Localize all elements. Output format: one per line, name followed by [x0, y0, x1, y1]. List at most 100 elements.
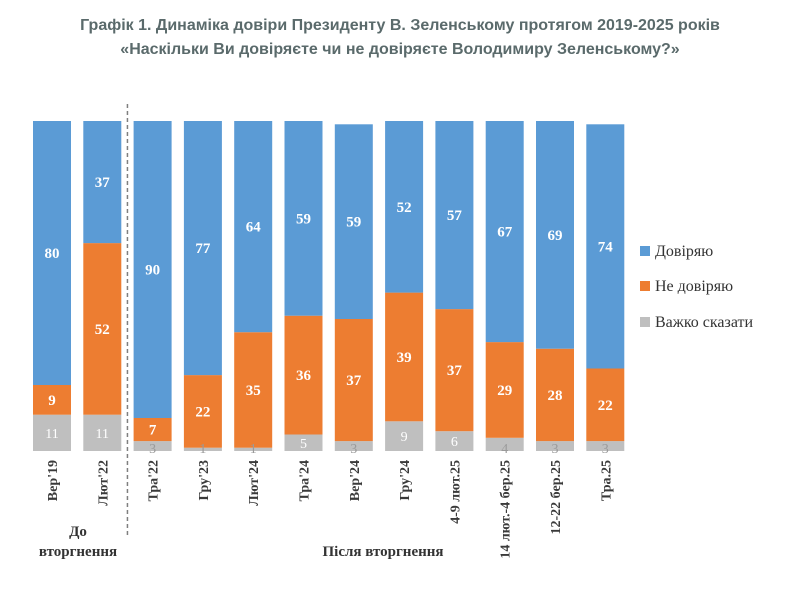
bar-distrust-0: [33, 385, 71, 415]
bar-distrust-9: [485, 342, 524, 438]
bars-layer: [33, 104, 625, 538]
data-label-trust-6: 59: [346, 215, 361, 231]
x-tick-label-3: Гру'23: [197, 460, 212, 501]
x-tick-label-1: Лют'22: [96, 460, 111, 506]
bar-hard-to-say-10: [536, 441, 574, 451]
x-tick-label-10: 12-22 бер.25: [549, 460, 564, 534]
bar-distrust-4: [234, 332, 273, 448]
data-label-trust-4: 64: [246, 220, 262, 236]
x-tick-label-5: Тра'24: [298, 460, 313, 501]
legend-label-trust: Довіряю: [655, 243, 713, 260]
data-label-trust-10: 69: [548, 228, 563, 244]
bar-trust-2: [133, 121, 172, 418]
bar-trust-7: [385, 121, 424, 293]
data-label-distrust-6: 37: [346, 373, 362, 389]
data-label-trust-1: 37: [95, 175, 111, 191]
data-label-trust-11: 74: [598, 239, 614, 255]
bar-distrust-10: [536, 348, 574, 442]
data-label-distrust-7: 39: [397, 350, 412, 366]
chart-title: Графік 1. Динаміка довіри Президенту В. …: [80, 17, 720, 34]
data-label-hard-to-say-10: 3: [552, 442, 559, 457]
group-label-before-line1: До: [69, 524, 87, 540]
data-label-trust-9: 67: [497, 225, 513, 241]
data-label-hard-to-say-9: 4: [501, 442, 508, 457]
bar-hard-to-say-4: [234, 447, 273, 451]
data-label-hard-to-say-6: 3: [350, 442, 357, 457]
bar-hard-to-say-7: [385, 421, 424, 451]
data-label-hard-to-say-7: 9: [401, 430, 408, 445]
bar-distrust-1: [83, 243, 122, 415]
legend-label-hard-to-say: Важко сказати: [655, 314, 754, 331]
bar-trust-4: [234, 121, 273, 333]
legend-label-distrust: Не довіряю: [655, 278, 733, 295]
x-tick-label-0: Вер'19: [46, 460, 61, 501]
x-tick-label-4: Лют'24: [247, 460, 262, 506]
bar-hard-to-say-5: [284, 434, 323, 451]
data-label-distrust-2: 7: [149, 423, 157, 439]
x-tick-label-11: Тра.25: [599, 460, 614, 501]
bar-hard-to-say-6: [334, 441, 373, 451]
legend-swatch-trust: [640, 246, 650, 256]
data-label-distrust-9: 29: [497, 383, 512, 399]
legend-swatch-hard-to-say: [640, 317, 650, 327]
bar-trust-3: [183, 121, 222, 376]
bar-trust-10: [536, 121, 574, 349]
x-tick-label-7: Гру'24: [398, 460, 413, 501]
data-label-hard-to-say-8: 6: [451, 435, 458, 450]
bar-trust-6: [334, 124, 373, 319]
data-label-hard-to-say-11: 3: [602, 442, 609, 457]
data-label-trust-2: 90: [145, 263, 160, 279]
data-label-trust-3: 77: [195, 241, 211, 257]
bar-trust-11: [586, 124, 625, 369]
data-label-distrust-5: 36: [296, 368, 312, 384]
data-label-distrust-8: 37: [447, 363, 463, 379]
bar-trust-9: [485, 121, 524, 343]
bar-hard-to-say-9: [485, 437, 524, 451]
bar-hard-to-say-8: [435, 431, 474, 451]
group-labels: До вторгнення Після вторгнення: [39, 524, 444, 560]
bar-distrust-11: [586, 368, 625, 442]
data-label-distrust-11: 22: [598, 398, 613, 414]
data-label-hard-to-say-1: 11: [96, 427, 109, 442]
group-label-after: Після вторгнення: [322, 544, 443, 560]
data-label-trust-0: 80: [45, 246, 60, 262]
chart-subtitle: «Наскільки Ви довіряєте чи не довіряєте …: [120, 41, 680, 58]
bar-distrust-3: [183, 375, 222, 448]
bar-distrust-5: [284, 315, 323, 435]
bar-hard-to-say-3: [183, 447, 222, 451]
bar-distrust-8: [435, 309, 474, 432]
data-label-distrust-10: 28: [548, 388, 563, 404]
data-label-distrust-3: 22: [195, 404, 210, 420]
bar-distrust-7: [385, 292, 424, 422]
bar-trust-0: [33, 121, 71, 385]
x-tick-label-8: 4-9 лют.25: [448, 460, 463, 524]
bar-hard-to-say-1: [83, 414, 122, 451]
bar-trust-8: [435, 121, 474, 310]
data-label-distrust-0: 9: [48, 393, 56, 409]
bar-hard-to-say-2: [133, 441, 172, 451]
legend: Довіряю Не довіряю Важко сказати: [640, 243, 754, 331]
x-axis-ticks: Вер'19 Лют'22 Тра'22 Гру'23 Лют'24 Тра'24 Вер'…: [46, 460, 614, 559]
x-tick-label-6: Вер'24: [348, 460, 363, 501]
bar-hard-to-say-11: [586, 441, 625, 451]
data-label-hard-to-say-5: 5: [300, 437, 307, 452]
data-label-trust-5: 59: [296, 211, 311, 227]
data-label-hard-to-say-3: 1: [199, 442, 206, 457]
bar-distrust-2: [133, 418, 172, 442]
bar-trust-1: [83, 121, 122, 244]
bar-distrust-6: [334, 319, 373, 442]
data-label-hard-to-say-0: 11: [45, 427, 58, 442]
x-tick-label-2: Тра'22: [147, 460, 162, 501]
x-tick-label-9: 14 лют.-4 бер.25: [499, 460, 514, 559]
bar-hard-to-say-0: [33, 414, 71, 451]
data-label-hard-to-say-2: 3: [149, 442, 156, 457]
data-label-trust-8: 57: [447, 208, 463, 224]
labels-layer: 1198011523737901227713564536593375993952…: [45, 175, 614, 457]
data-label-distrust-4: 35: [246, 383, 261, 399]
group-label-before-line2: вторгнення: [39, 544, 117, 560]
data-label-hard-to-say-4: 1: [250, 442, 257, 457]
data-label-trust-7: 52: [397, 200, 412, 216]
legend-swatch-distrust: [640, 281, 650, 291]
data-label-distrust-1: 52: [95, 322, 110, 338]
